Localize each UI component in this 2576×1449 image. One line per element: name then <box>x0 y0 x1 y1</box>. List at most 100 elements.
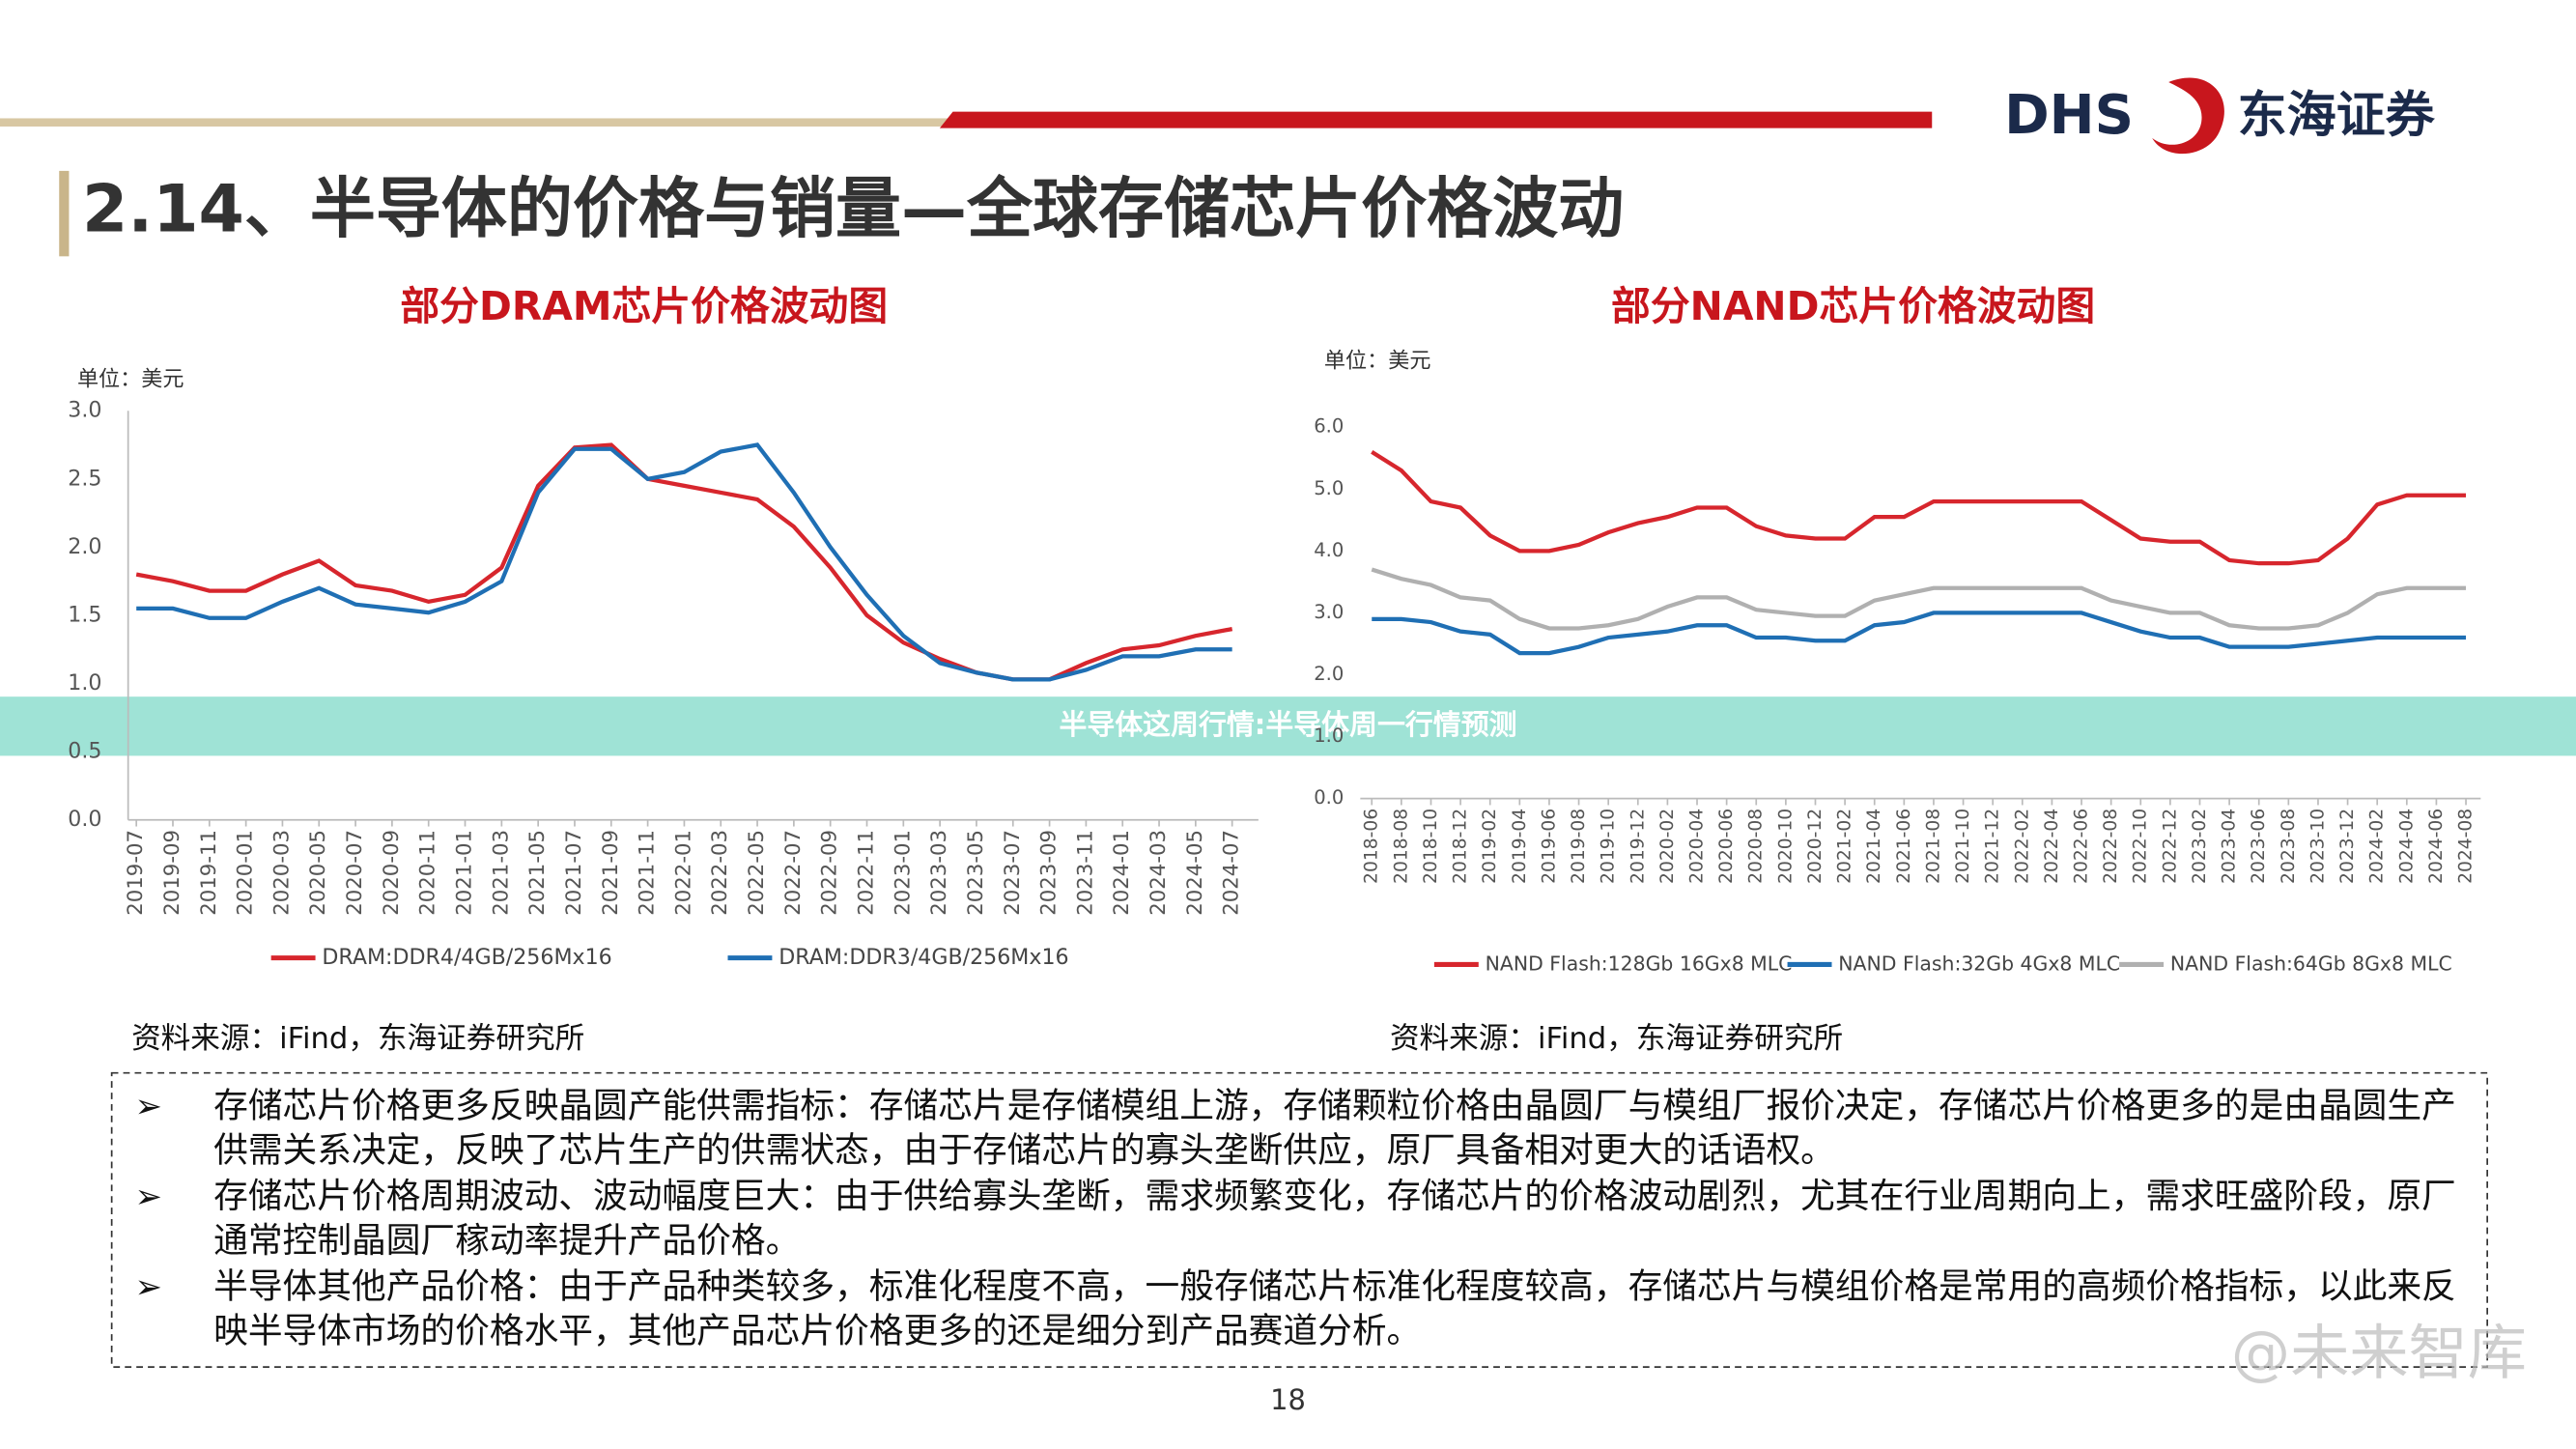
data-line <box>1372 611 2467 656</box>
x-tick-label: 2021-09 <box>599 830 623 916</box>
slide-title: 2.14、半导体的价格与销量—全球存储芯片价格波动 <box>82 172 1624 248</box>
x-tick-label: 2021-07 <box>562 830 586 916</box>
watermark: @未来智库 <box>2231 1320 2527 1388</box>
legend-label: NAND Flash:64Gb 8Gx8 MLC <box>2170 952 2452 975</box>
x-tick-label: 2024-02 <box>2367 809 2388 884</box>
y-tick-label: 4.0 <box>1314 539 1344 561</box>
x-tick-label: 2018-06 <box>1362 809 1382 884</box>
x-tick-label: 2024-06 <box>2426 809 2447 884</box>
y-tick-label: 3.0 <box>1314 601 1344 623</box>
x-tick-label: 2020-12 <box>1805 809 1826 884</box>
y-tick-label: 1.0 <box>1314 724 1344 747</box>
chart-title: 部分NAND芯片价格波动图 <box>1611 283 2095 329</box>
company-name: 东海证券 <box>2238 87 2436 144</box>
bullet: ➢ <box>134 1266 162 1307</box>
legend-label: DRAM:DDR4/4GB/256Mx16 <box>322 945 611 970</box>
x-tick-label: 2022-01 <box>671 830 695 916</box>
bullet: ➢ <box>134 1176 162 1216</box>
x-tick-label: 2021-04 <box>1864 809 1884 884</box>
x-tick-label: 2021-12 <box>1983 809 2003 884</box>
y-tick-label: 2.5 <box>68 466 101 491</box>
source-note: 资料来源：iFind，东海证券研究所 <box>1390 1022 1843 1056</box>
x-tick-label: 2020-07 <box>343 830 367 916</box>
notes-box <box>110 1071 2488 1368</box>
bullet: ➢ <box>134 1086 162 1126</box>
x-tick-label: 2018-08 <box>1391 809 1411 884</box>
unit-label: 单位：美元 <box>1324 349 1431 374</box>
x-tick-label: 2021-01 <box>453 830 477 916</box>
x-tick-label: 2020-08 <box>1746 809 1767 884</box>
x-tick-label: 2019-07 <box>124 830 148 916</box>
y-tick-label: 1.0 <box>68 670 101 696</box>
x-tick-label: 2022-04 <box>2042 809 2062 884</box>
x-tick-label: 2023-11 <box>1073 830 1097 916</box>
x-tick-label: 2019-02 <box>1480 809 1500 884</box>
banner-bg <box>0 696 2576 756</box>
x-tick-label: 2022-09 <box>818 830 842 916</box>
y-tick-label: 6.0 <box>1314 415 1344 438</box>
x-tick-label: 2021-10 <box>1953 809 1973 884</box>
legend-label: NAND Flash:128Gb 16Gx8 MLC <box>1486 952 1793 975</box>
data-line <box>1371 567 2467 631</box>
x-tick-label: 2023-05 <box>964 830 988 916</box>
x-tick-label: 2020-01 <box>234 830 258 916</box>
x-tick-label: 2023-03 <box>927 830 951 916</box>
x-tick-label: 2019-06 <box>1539 809 1559 884</box>
x-tick-label: 2021-11 <box>636 830 660 916</box>
x-tick-label: 2021-08 <box>1923 809 1943 884</box>
x-tick-label: 2019-10 <box>1599 809 1619 884</box>
banner-text: 半导体这周行情:半导体周一行情预测 <box>1059 708 1516 741</box>
source-note: 资料来源：iFind，东海证券研究所 <box>131 1022 584 1056</box>
logo-icon <box>2152 77 2224 155</box>
header-rule <box>0 118 953 127</box>
legend-label: NAND Flash:32Gb 4Gx8 MLC <box>1838 952 2120 975</box>
y-tick-label: 1.5 <box>68 602 101 627</box>
x-tick-label: 2020-11 <box>416 830 440 916</box>
x-tick-label: 2020-06 <box>1716 809 1737 884</box>
y-tick-label: 0.0 <box>68 807 101 832</box>
x-tick-label: 2022-08 <box>2101 809 2121 884</box>
x-tick-label: 2023-07 <box>1001 830 1025 916</box>
logo-text: DHS <box>2004 84 2134 147</box>
x-tick-label: 2023-09 <box>1037 830 1062 916</box>
x-tick-label: 2021-05 <box>525 830 550 916</box>
x-tick-label: 2022-07 <box>781 830 806 916</box>
chart-title: 部分DRAM芯片价格波动图 <box>400 283 888 329</box>
x-tick-label: 2020-10 <box>1775 809 1796 884</box>
x-tick-label: 2023-12 <box>2337 809 2358 884</box>
x-tick-label: 2019-12 <box>1628 809 1648 884</box>
note-text: 存储芯片价格更多反映晶圆产能供需指标：存储芯片是存储模组上游，存储颗粒价格由晶圆… <box>213 1086 2456 1171</box>
x-tick-label: 2020-05 <box>306 830 330 916</box>
x-tick-label: 2018-12 <box>1451 809 1471 884</box>
x-tick-label: 2024-05 <box>1183 830 1207 916</box>
y-tick-label: 2.0 <box>1314 663 1344 685</box>
y-tick-label: 0.5 <box>68 739 101 764</box>
x-tick-label: 2023-10 <box>2307 809 2328 884</box>
x-tick-label: 2022-11 <box>855 830 879 916</box>
x-tick-label: 2022-03 <box>708 830 732 916</box>
x-tick-label: 2024-07 <box>1220 830 1244 916</box>
x-tick-label: 2022-10 <box>2131 809 2151 884</box>
x-tick-label: 2021-02 <box>1835 809 1855 884</box>
x-tick-label: 2022-05 <box>745 830 769 916</box>
y-tick-label: 3.0 <box>68 398 101 423</box>
y-tick-label: 5.0 <box>1314 477 1344 499</box>
x-tick-label: 2019-11 <box>197 830 221 916</box>
x-tick-label: 2019-04 <box>1510 809 1530 884</box>
x-tick-label: 2020-04 <box>1687 809 1708 884</box>
x-tick-label: 2019-08 <box>1569 809 1589 884</box>
note-text: 半导体其他产品价格：由于产品种类较多，标准化程度不高，一般存储芯片标准化程度较高… <box>213 1266 2456 1351</box>
x-tick-label: 2018-10 <box>1421 809 1441 884</box>
x-tick-label: 2022-06 <box>2072 809 2092 884</box>
x-tick-label: 2020-09 <box>380 830 404 916</box>
x-tick-label: 2022-12 <box>2160 809 2180 884</box>
x-tick-label: 2024-03 <box>1146 830 1171 916</box>
data-line <box>136 442 1232 682</box>
x-tick-label: 2023-01 <box>891 830 915 916</box>
y-tick-label: 0.0 <box>1314 786 1344 809</box>
title-accent <box>59 170 70 257</box>
x-tick-label: 2023-02 <box>2190 809 2210 884</box>
